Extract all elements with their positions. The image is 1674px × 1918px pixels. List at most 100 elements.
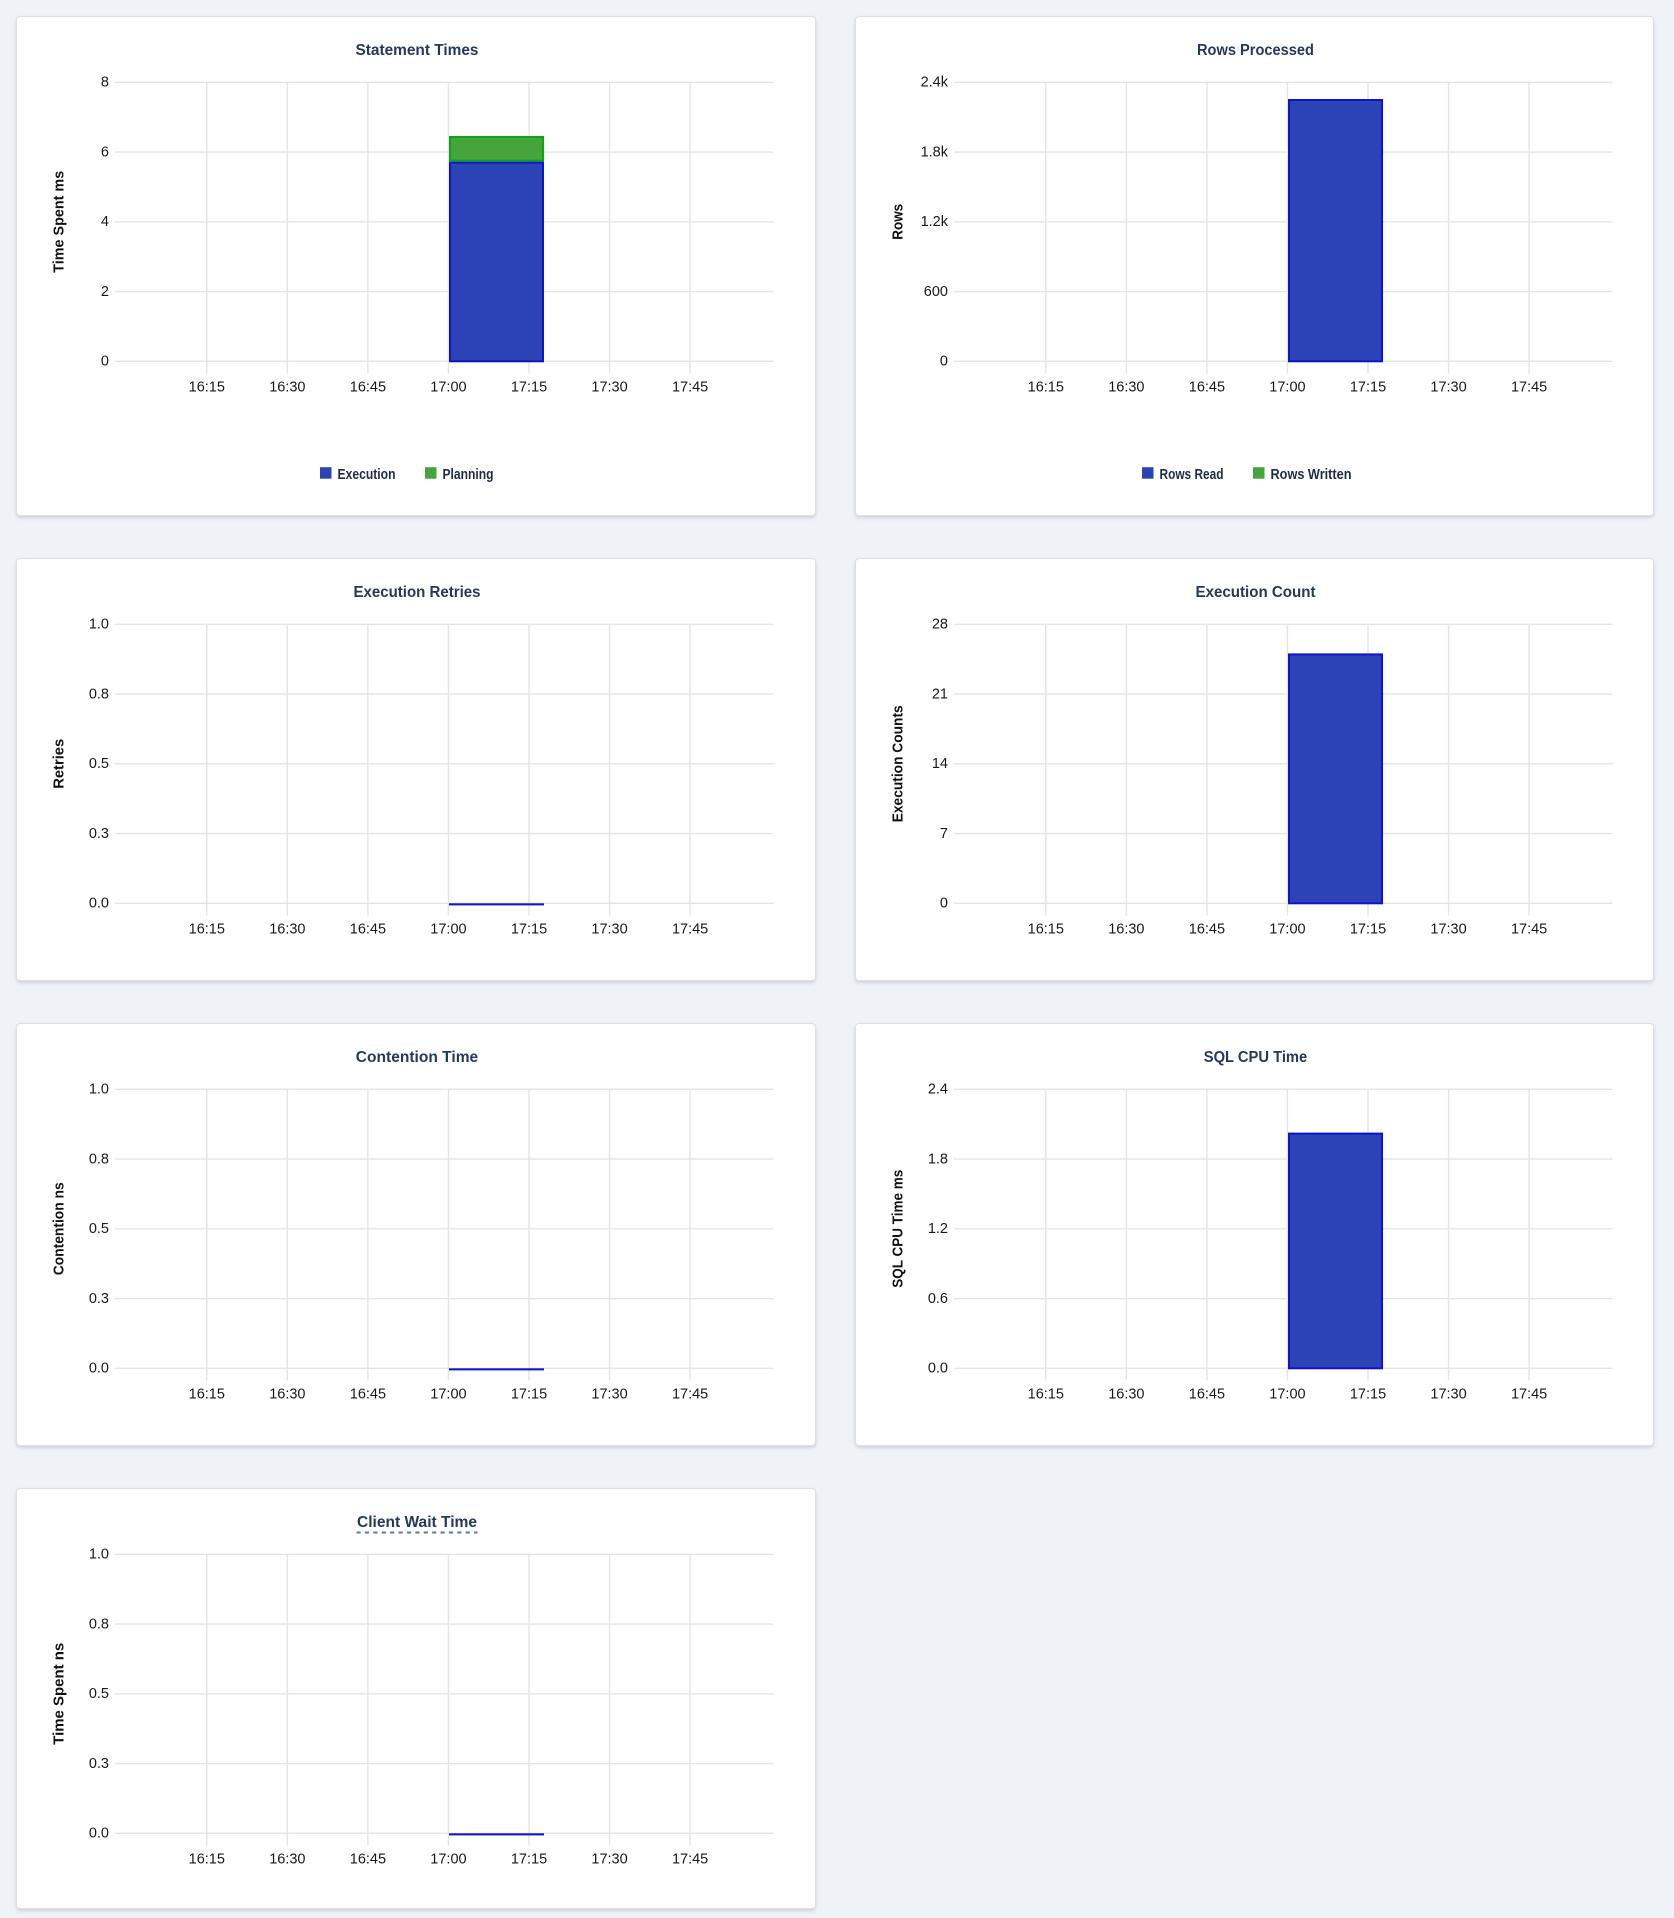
- svg-text:0.0: 0.0: [927, 1361, 947, 1377]
- svg-text:0.3: 0.3: [89, 826, 109, 842]
- svg-text:17:30: 17:30: [1430, 1386, 1466, 1402]
- svg-text:16:45: 16:45: [350, 921, 386, 937]
- svg-text:Statement Times: Statement Times: [356, 42, 479, 59]
- svg-text:14: 14: [931, 756, 947, 772]
- svg-text:17:45: 17:45: [1510, 921, 1546, 937]
- svg-text:0.0: 0.0: [89, 1826, 109, 1842]
- svg-text:8: 8: [101, 75, 109, 91]
- svg-text:Contention ns: Contention ns: [51, 1182, 68, 1275]
- svg-text:16:30: 16:30: [269, 1386, 305, 1402]
- svg-text:Execution Counts: Execution Counts: [889, 705, 906, 822]
- svg-text:0.8: 0.8: [89, 1616, 109, 1632]
- svg-text:17:00: 17:00: [430, 1386, 466, 1402]
- svg-text:17:00: 17:00: [430, 921, 466, 937]
- svg-text:Execution Count: Execution Count: [1195, 584, 1315, 601]
- svg-text:17:15: 17:15: [511, 921, 547, 937]
- svg-text:0.5: 0.5: [89, 756, 109, 772]
- svg-text:17:15: 17:15: [511, 379, 547, 395]
- svg-text:17:30: 17:30: [1430, 379, 1466, 395]
- svg-text:17:15: 17:15: [1349, 1386, 1385, 1402]
- svg-text:17:45: 17:45: [672, 379, 708, 395]
- svg-text:4: 4: [101, 214, 109, 230]
- svg-text:1.2: 1.2: [927, 1221, 947, 1237]
- svg-text:16:15: 16:15: [1027, 921, 1063, 937]
- svg-text:16:15: 16:15: [189, 1386, 225, 1402]
- svg-text:7: 7: [939, 826, 947, 842]
- svg-text:0: 0: [939, 354, 947, 370]
- svg-text:2.4: 2.4: [927, 1082, 947, 1098]
- svg-text:17:15: 17:15: [511, 1851, 547, 1867]
- svg-text:16:45: 16:45: [350, 1851, 386, 1867]
- svg-text:16:45: 16:45: [1188, 921, 1224, 937]
- svg-text:0.5: 0.5: [89, 1221, 109, 1237]
- svg-text:Execution: Execution: [338, 467, 396, 483]
- svg-text:1.0: 1.0: [89, 617, 109, 633]
- svg-text:16:45: 16:45: [1188, 1386, 1224, 1402]
- svg-text:17:30: 17:30: [591, 1851, 627, 1867]
- svg-text:17:00: 17:00: [1269, 1386, 1305, 1402]
- svg-text:17:45: 17:45: [1510, 379, 1546, 395]
- svg-text:Client Wait Time: Client Wait Time: [357, 1514, 477, 1531]
- svg-text:17:30: 17:30: [1430, 921, 1466, 937]
- svg-text:SQL CPU Time ms: SQL CPU Time ms: [889, 1170, 906, 1288]
- svg-text:16:30: 16:30: [269, 379, 305, 395]
- svg-text:6: 6: [101, 144, 109, 160]
- svg-text:16:30: 16:30: [1108, 379, 1144, 395]
- svg-text:Rows Written: Rows Written: [1270, 467, 1351, 483]
- svg-text:17:45: 17:45: [672, 1386, 708, 1402]
- svg-text:Contention Time: Contention Time: [356, 1049, 479, 1066]
- svg-text:17:15: 17:15: [511, 1386, 547, 1402]
- svg-text:16:30: 16:30: [1108, 921, 1144, 937]
- svg-text:17:45: 17:45: [1510, 1386, 1546, 1402]
- svg-text:16:15: 16:15: [1027, 379, 1063, 395]
- svg-text:17:00: 17:00: [430, 379, 466, 395]
- svg-text:1.0: 1.0: [89, 1082, 109, 1098]
- svg-text:17:30: 17:30: [591, 379, 627, 395]
- svg-text:Retries: Retries: [51, 739, 68, 789]
- svg-text:16:15: 16:15: [189, 379, 225, 395]
- svg-text:0.5: 0.5: [89, 1686, 109, 1702]
- svg-text:0.3: 0.3: [89, 1756, 109, 1772]
- svg-text:SQL CPU Time: SQL CPU Time: [1203, 1049, 1307, 1066]
- svg-text:21: 21: [931, 686, 947, 702]
- svg-text:0: 0: [939, 896, 947, 912]
- svg-text:17:00: 17:00: [430, 1851, 466, 1867]
- svg-text:2: 2: [101, 284, 109, 300]
- svg-text:2.4k: 2.4k: [920, 75, 948, 91]
- svg-text:16:30: 16:30: [269, 921, 305, 937]
- svg-text:600: 600: [923, 284, 947, 300]
- svg-text:16:30: 16:30: [1108, 1386, 1144, 1402]
- svg-text:16:45: 16:45: [350, 1386, 386, 1402]
- svg-text:16:15: 16:15: [189, 1851, 225, 1867]
- svg-text:17:30: 17:30: [591, 1386, 627, 1402]
- svg-text:0.0: 0.0: [89, 1361, 109, 1377]
- svg-text:0.0: 0.0: [89, 896, 109, 912]
- svg-text:16:15: 16:15: [189, 921, 225, 937]
- svg-text:1.2k: 1.2k: [920, 214, 948, 230]
- svg-text:1.8k: 1.8k: [920, 144, 948, 160]
- svg-text:17:15: 17:15: [1349, 921, 1385, 937]
- svg-text:1.8: 1.8: [927, 1151, 947, 1167]
- svg-text:0: 0: [101, 354, 109, 370]
- svg-text:Execution Retries: Execution Retries: [354, 584, 481, 601]
- svg-text:0.8: 0.8: [89, 1151, 109, 1167]
- svg-text:Planning: Planning: [443, 467, 494, 483]
- svg-text:28: 28: [931, 617, 947, 633]
- svg-text:16:15: 16:15: [1027, 1386, 1063, 1402]
- svg-text:17:30: 17:30: [591, 921, 627, 937]
- svg-text:1.0: 1.0: [89, 1547, 109, 1563]
- svg-text:17:45: 17:45: [672, 1851, 708, 1867]
- svg-text:Time Spent ms: Time Spent ms: [51, 171, 68, 273]
- svg-text:16:30: 16:30: [269, 1851, 305, 1867]
- svg-text:16:45: 16:45: [350, 379, 386, 395]
- svg-text:Time Spent ns: Time Spent ns: [51, 1643, 68, 1745]
- svg-text:Rows Processed: Rows Processed: [1197, 42, 1314, 59]
- svg-text:17:45: 17:45: [672, 921, 708, 937]
- svg-text:17:00: 17:00: [1269, 379, 1305, 395]
- svg-text:17:15: 17:15: [1349, 379, 1385, 395]
- svg-text:0.8: 0.8: [89, 686, 109, 702]
- svg-text:0.6: 0.6: [927, 1291, 947, 1307]
- svg-text:Rows: Rows: [889, 204, 906, 240]
- svg-text:16:45: 16:45: [1188, 379, 1224, 395]
- svg-text:17:00: 17:00: [1269, 921, 1305, 937]
